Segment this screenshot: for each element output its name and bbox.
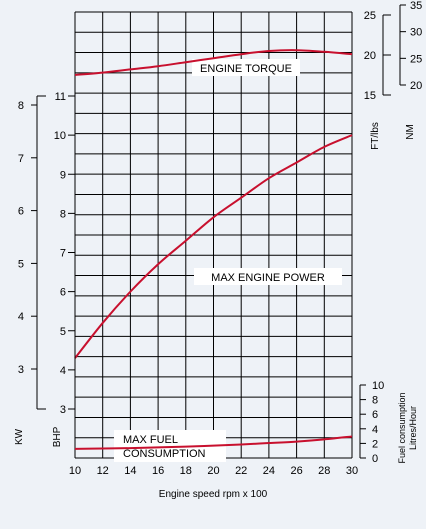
bhp-axis-label: BHP: [52, 426, 63, 447]
bhp-tick-label: 3: [60, 404, 66, 416]
bhp-tick-label: 9: [60, 169, 66, 181]
x-tick-label: 12: [97, 465, 109, 477]
bhp-tick-label: 5: [60, 326, 66, 338]
ftlbs-tick-label: 15: [364, 90, 376, 102]
kw-tick-label: 3: [18, 364, 24, 376]
grid: [74, 11, 353, 462]
x-tick-label: 24: [263, 465, 275, 477]
fuel-tick-label: 0: [372, 453, 378, 465]
axes: [31, 4, 406, 459]
bhp-tick-label: 6: [60, 287, 66, 299]
consumption-label: CONSUMPTION: [123, 448, 206, 460]
series-line-2: [74, 134, 353, 359]
fuel-axis-label-line2: Litres/Hour: [408, 406, 418, 450]
x-tick-label: 18: [180, 465, 192, 477]
nm-axis-label: NM: [405, 124, 416, 140]
fuel-tick-label: 6: [372, 409, 378, 421]
kw-tick-label: 8: [18, 100, 24, 112]
series-line-1: [74, 49, 353, 76]
ftlbs-tick-label: 20: [364, 50, 376, 62]
engine-torque-label-box: [192, 59, 300, 76]
fuel-axis-label-line1: Fuel consumption: [397, 392, 407, 463]
bhp-tick-label: 4: [60, 365, 66, 377]
bhp-tick-label: 8: [60, 208, 66, 220]
x-axis-label: Engine speed rpm x 100: [159, 489, 268, 500]
bhp-tick-label: 10: [54, 130, 66, 142]
max-engine-power-label: MAX ENGINE POWER: [211, 272, 325, 284]
x-tick-label: 26: [290, 465, 302, 477]
fuel-tick-label: 2: [372, 438, 378, 450]
nm-tick-label: 25: [410, 53, 422, 65]
max-fuel-label: MAX FUEL: [123, 434, 178, 446]
x-tick-label: 30: [346, 465, 358, 477]
ftlbs-axis-label: FT/lbs: [370, 122, 381, 150]
max-engine-power-label-box: [194, 268, 342, 285]
x-tick-label: 22: [235, 465, 247, 477]
curves: [74, 49, 353, 450]
engine-torque-label: ENGINE TORQUE: [200, 63, 292, 75]
kw-tick-label: 6: [18, 206, 24, 218]
nm-tick-label: 20: [410, 80, 422, 92]
fuel-tick-label: 4: [372, 424, 378, 436]
series-line-3: [74, 435, 353, 450]
kw-tick-label: 5: [18, 258, 24, 270]
nm-tick-label: 30: [410, 27, 422, 39]
fuel-tick-label: 10: [372, 380, 384, 392]
bhp-tick-label: 11: [55, 91, 66, 103]
x-tick-label: 10: [69, 465, 81, 477]
kw-tick-label: 7: [18, 153, 24, 165]
fuel-tick-label: 8: [372, 395, 378, 407]
x-tick-label: 16: [152, 465, 164, 477]
bhp-tick-label: 7: [60, 248, 66, 260]
x-tick-label: 14: [124, 465, 136, 477]
x-tick-label: 20: [207, 465, 219, 477]
kw-axis-label: KW: [14, 428, 25, 445]
kw-tick-label: 4: [18, 311, 24, 323]
ftlbs-tick-label: 25: [364, 10, 376, 22]
nm-tick-label: 35: [410, 0, 422, 12]
x-tick-label: 28: [318, 465, 330, 477]
